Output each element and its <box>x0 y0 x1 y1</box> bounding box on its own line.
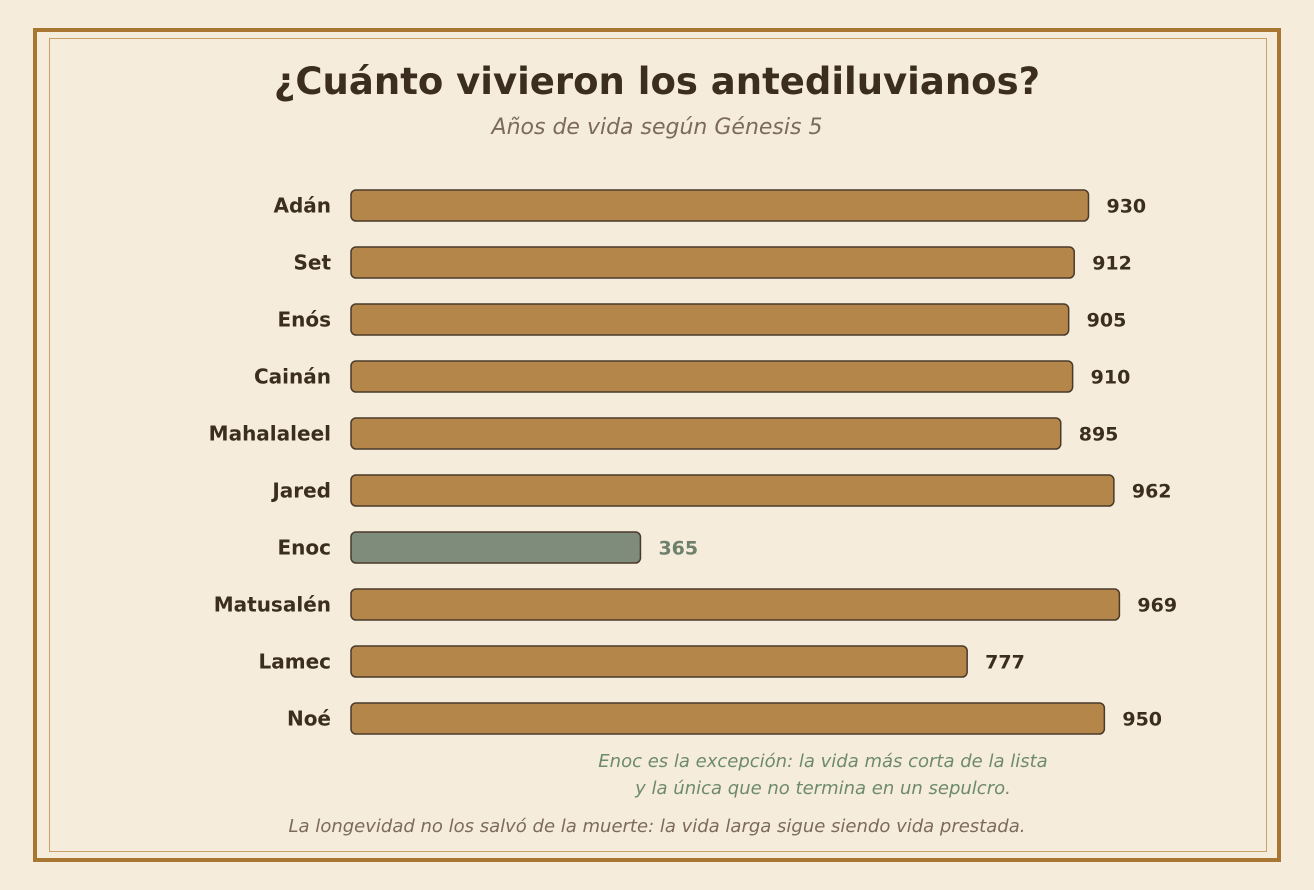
category-label: Cainán <box>254 365 331 389</box>
category-label: Matusalén <box>214 593 331 617</box>
value-label: 930 <box>1106 196 1146 218</box>
category-label: Enoc <box>278 536 332 560</box>
value-label: 365 <box>658 538 698 560</box>
chart-subtitle: Años de vida según Génesis 5 <box>491 115 823 140</box>
outer-frame <box>33 28 1281 862</box>
chart-title: ¿Cuánto vivieron los antediluvianos? <box>273 60 1041 103</box>
bar <box>350 588 1121 621</box>
bar <box>350 189 1090 222</box>
value-label: 962 <box>1132 481 1172 503</box>
category-label: Enós <box>277 308 331 332</box>
category-label: Lamec <box>259 650 332 674</box>
category-label: Noé <box>287 707 331 731</box>
category-label: Mahalaleel <box>209 422 331 446</box>
footer-note: La longevidad no los salvó de la muerte:… <box>288 816 1026 837</box>
value-label: 950 <box>1122 709 1162 731</box>
bar <box>350 246 1075 279</box>
bar <box>350 360 1074 393</box>
value-label: 777 <box>985 652 1025 674</box>
bar <box>350 702 1106 735</box>
annotation-line-2: y la única que no termina en un sepulcro… <box>635 778 1011 799</box>
enoc-annotation: Enoc es la excepción: la vida más corta … <box>523 748 1123 802</box>
value-label: 910 <box>1091 367 1131 389</box>
value-label: 895 <box>1079 424 1119 446</box>
value-label: 905 <box>1087 310 1127 332</box>
annotation-line-1: Enoc es la excepción: la vida más corta … <box>598 751 1048 772</box>
bar <box>350 531 642 564</box>
category-label: Jared <box>270 479 331 503</box>
category-label: Adán <box>273 194 331 218</box>
bar <box>350 645 968 678</box>
bar <box>350 474 1115 507</box>
inner-frame <box>49 38 1267 852</box>
value-label: 912 <box>1092 253 1132 275</box>
value-label: 969 <box>1137 595 1177 617</box>
bar <box>350 417 1062 450</box>
bar <box>350 303 1070 336</box>
category-label: Set <box>293 251 331 275</box>
